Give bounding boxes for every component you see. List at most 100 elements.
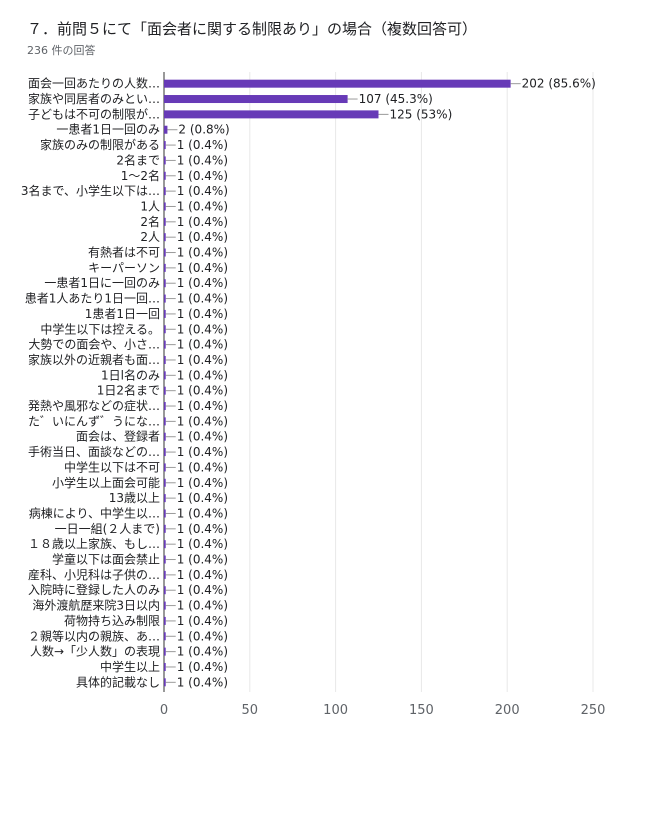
category-label: 面会は、登録者: [76, 429, 160, 444]
bar: [164, 463, 166, 472]
bar: [164, 555, 166, 564]
bar: [164, 402, 166, 411]
x-tick-label: 100: [323, 703, 348, 718]
bar: [164, 616, 166, 625]
category-label: 中学生以下は不可: [64, 459, 160, 474]
bar: [164, 662, 166, 671]
value-label: 1 (0.4%): [177, 276, 228, 290]
category-label: 具体的記載なし: [76, 674, 160, 689]
category-label: 家族のみの制限がある: [40, 137, 160, 152]
value-label: 1 (0.4%): [177, 675, 228, 689]
category-label: 一患者1日一回のみ: [56, 123, 160, 137]
category-label: 入院時に登録した人のみ: [28, 582, 160, 597]
value-label: 1 (0.4%): [177, 553, 228, 567]
bar: [164, 570, 166, 579]
category-label: 13歳以上: [109, 491, 160, 505]
x-tick-label: 0: [160, 703, 168, 718]
bar: [164, 478, 166, 487]
category-label: 手術当日、面談などの…: [28, 444, 160, 459]
category-label: ２親等以内の親族、あ…: [28, 629, 160, 643]
bar: [164, 524, 166, 533]
category-label: 海外渡航歴来院3日以内: [32, 598, 160, 613]
category-label: １８歳以上家族、もし…: [28, 536, 160, 551]
category-label: 子どもは不可の制限が…: [28, 106, 160, 121]
bar: [164, 386, 166, 395]
category-label: 1～2名: [121, 168, 160, 183]
bar: [164, 263, 166, 272]
value-label: 1 (0.4%): [177, 338, 228, 352]
category-label: 荷物持ち込み制限: [64, 613, 160, 628]
bar: [164, 95, 348, 104]
category-label: 3名まで、小学生以下は…: [21, 183, 160, 198]
category-label: 一患者1日に一回のみ: [44, 276, 160, 290]
value-label: 125 (53%): [390, 107, 453, 121]
category-label: 家族や同居者のみとい…: [28, 91, 160, 106]
value-label: 1 (0.4%): [177, 583, 228, 597]
value-label: 1 (0.4%): [177, 599, 228, 613]
category-label: 1患者1日一回: [85, 307, 160, 321]
category-label: 一日一組(２人まで): [55, 522, 160, 536]
bar: [164, 294, 166, 303]
value-label: 202 (85.6%): [522, 77, 596, 91]
bar: [164, 125, 168, 134]
bar: [164, 632, 166, 641]
category-label: キーパーソン: [88, 261, 160, 275]
x-tick-label: 50: [242, 703, 259, 718]
bar: [164, 371, 166, 380]
category-label: 患者1人あたり1日一回…: [25, 292, 160, 306]
category-label: 産科、小児科は子供の…: [28, 567, 160, 582]
bar: [164, 187, 166, 196]
category-label: 人数→「少人数」の表現: [30, 644, 160, 659]
value-label: 1 (0.4%): [177, 230, 228, 244]
value-label: 1 (0.4%): [177, 322, 228, 336]
bar: [164, 248, 166, 257]
x-tick-label: 200: [495, 703, 520, 718]
value-label: 1 (0.4%): [177, 568, 228, 582]
category-label: 家族以外の近親者も面…: [28, 352, 160, 367]
x-tick-label: 150: [409, 703, 434, 718]
value-label: 1 (0.4%): [177, 399, 228, 413]
value-label: 1 (0.4%): [177, 169, 228, 183]
value-label: 1 (0.4%): [177, 307, 228, 321]
value-label: 1 (0.4%): [177, 246, 228, 260]
x-tick-label: 250: [581, 703, 606, 718]
value-label: 1 (0.4%): [177, 153, 228, 167]
bar: [164, 601, 166, 610]
category-label: 大勢での面会や、小さ…: [28, 337, 160, 352]
category-label: 有熱者は不可: [88, 246, 160, 260]
value-label: 1 (0.4%): [177, 645, 228, 659]
category-label: 発熱や風邪などの症状…: [28, 398, 160, 413]
value-label: 1 (0.4%): [177, 491, 228, 505]
category-label: 2名: [140, 214, 160, 229]
bar: [164, 494, 166, 503]
bar: [164, 417, 166, 426]
response-count: 236 件の回答: [27, 44, 96, 57]
value-label: 1 (0.4%): [177, 660, 228, 674]
bar: [164, 586, 166, 595]
value-label: 1 (0.4%): [177, 384, 228, 398]
value-label: 107 (45.3%): [359, 92, 433, 106]
category-label: 1日l名のみ: [101, 367, 160, 382]
bar: [164, 340, 166, 349]
bar: [164, 202, 166, 211]
value-label: 1 (0.4%): [177, 476, 228, 490]
bar: [164, 171, 166, 180]
chart-title: ７．前問５にて「面会者に関する制限あり」の場合（複数回答可）: [27, 20, 478, 38]
bar: [164, 678, 166, 687]
category-label: 小学生以上面会可能: [52, 475, 160, 490]
bar: [164, 509, 166, 518]
category-label: 面会一回あたりの人数…: [28, 76, 160, 91]
bar: [164, 325, 166, 334]
category-label: 中学生以下は控える。: [40, 321, 160, 336]
category-label: 中学生以上: [100, 659, 160, 674]
value-label: 1 (0.4%): [177, 614, 228, 628]
category-label: 学童以下は面会禁止: [52, 552, 160, 567]
bar: [164, 647, 166, 656]
bar: [164, 110, 379, 119]
category-label: た゛いにんず゛うにな…: [28, 414, 160, 428]
category-label: 1人: [140, 199, 160, 213]
value-label: 1 (0.4%): [177, 629, 228, 643]
value-label: 1 (0.4%): [177, 261, 228, 275]
value-label: 1 (0.4%): [177, 199, 228, 213]
